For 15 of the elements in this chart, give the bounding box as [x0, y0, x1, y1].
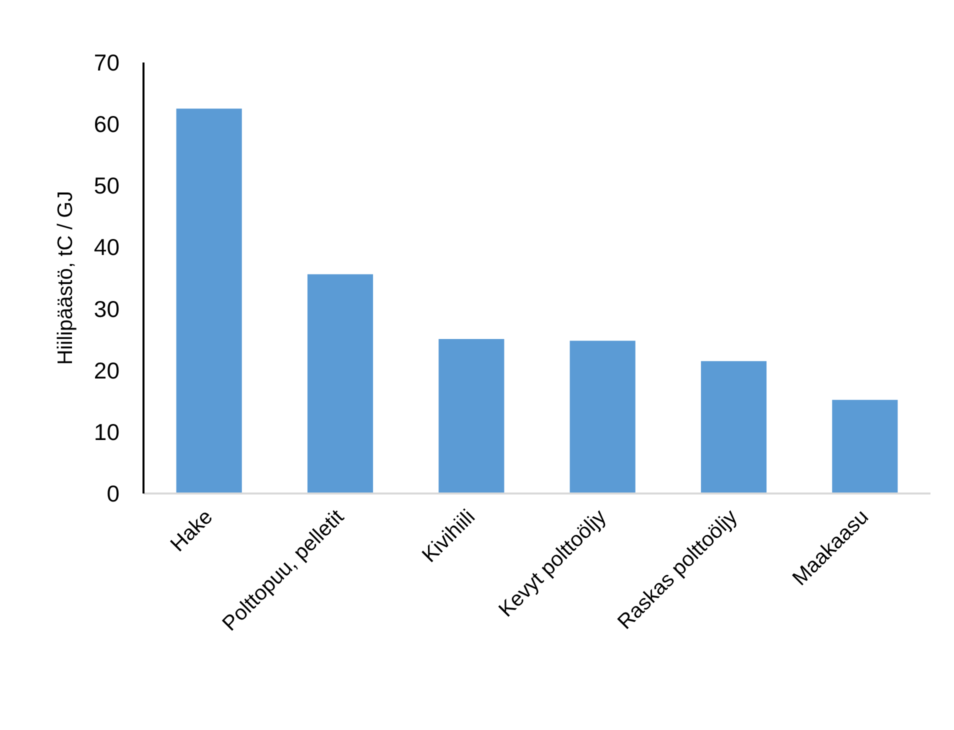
bar [832, 400, 898, 494]
y-tick-label: 10 [94, 418, 120, 445]
bar [307, 274, 374, 494]
y-tick-label: 30 [94, 296, 120, 322]
bar [438, 338, 504, 494]
y-tick-label: 20 [94, 357, 120, 384]
bar [570, 340, 636, 494]
y-tick-label: 40 [94, 234, 120, 260]
y-tick-label: 0 [106, 480, 120, 506]
y-axis-title: Hiilipäästö, tC / GJ [54, 191, 77, 365]
y-tick-label: 60 [94, 111, 120, 138]
bar [176, 108, 242, 494]
y-tick-label: 50 [94, 172, 120, 199]
bar [700, 361, 767, 494]
y-tick-label: 70 [94, 50, 120, 76]
